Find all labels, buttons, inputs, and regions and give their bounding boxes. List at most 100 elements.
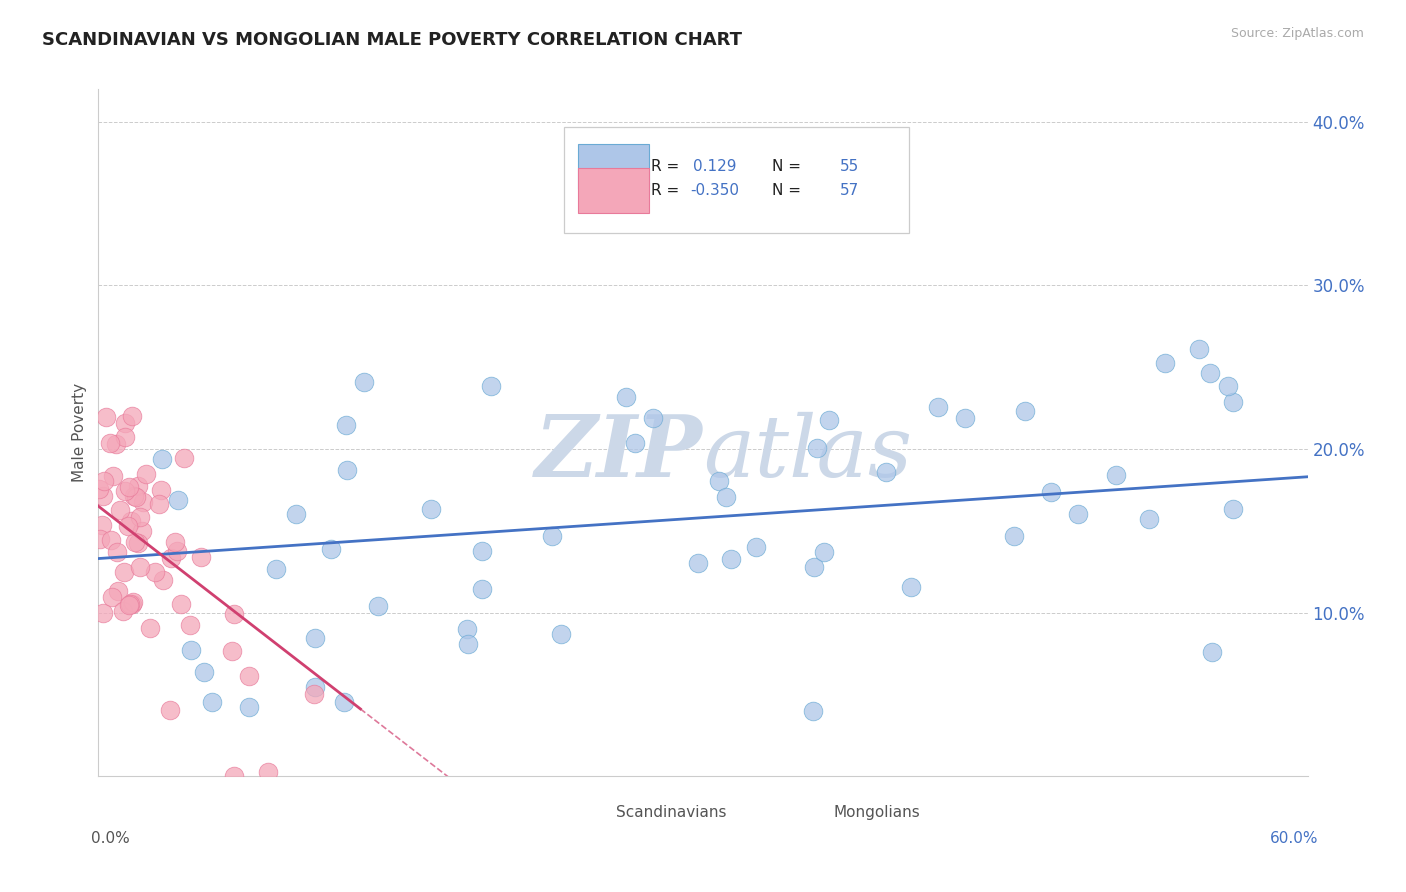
Point <box>720 552 742 566</box>
Text: 55: 55 <box>839 159 859 174</box>
Point <box>120 514 142 528</box>
Point <box>813 545 835 559</box>
Point <box>111 604 134 618</box>
Point <box>127 535 149 549</box>
Point <box>122 489 145 503</box>
Point <box>875 465 897 479</box>
Point <box>107 584 129 599</box>
FancyBboxPatch shape <box>769 792 834 832</box>
Point <box>112 565 135 579</box>
Point <box>148 496 170 510</box>
Point <box>163 534 186 549</box>
Point <box>238 669 260 683</box>
Text: Source: ZipAtlas.com: Source: ZipAtlas.com <box>1230 27 1364 40</box>
Point <box>643 410 665 425</box>
Point <box>806 441 828 455</box>
Point <box>302 687 325 701</box>
Text: 0.0%: 0.0% <box>91 831 131 846</box>
Point <box>121 409 143 424</box>
Point <box>321 542 343 557</box>
Point <box>118 597 141 611</box>
Point <box>1222 394 1244 409</box>
Point <box>471 544 494 558</box>
Point <box>1105 468 1128 483</box>
Point <box>114 430 136 444</box>
Point <box>222 769 245 783</box>
Point <box>1154 356 1177 370</box>
Point <box>127 479 149 493</box>
Point <box>457 637 479 651</box>
Point <box>238 700 260 714</box>
Point <box>135 467 157 482</box>
Point <box>1201 644 1223 658</box>
Point <box>900 581 922 595</box>
Point <box>1067 508 1090 522</box>
FancyBboxPatch shape <box>578 145 648 189</box>
Point <box>132 495 155 509</box>
Point <box>124 534 146 549</box>
Text: 57: 57 <box>839 183 859 198</box>
Point <box>796 147 818 161</box>
Point <box>714 491 737 505</box>
Point <box>121 597 143 611</box>
Point <box>1188 342 1211 356</box>
Point <box>101 591 124 605</box>
Point <box>152 574 174 588</box>
Point <box>114 417 136 431</box>
Point <box>159 703 181 717</box>
Point <box>91 489 114 503</box>
Point <box>707 474 730 488</box>
Point <box>201 695 224 709</box>
Text: N =: N = <box>772 183 801 198</box>
Point <box>87 482 110 496</box>
Point <box>105 436 128 450</box>
Point <box>1040 485 1063 500</box>
Point <box>160 550 183 565</box>
Point <box>1002 529 1025 543</box>
Point <box>336 463 359 477</box>
Point <box>91 518 114 533</box>
Point <box>129 560 152 574</box>
Point <box>139 622 162 636</box>
FancyBboxPatch shape <box>564 127 908 234</box>
Point <box>419 501 441 516</box>
Point <box>1198 366 1220 380</box>
Point <box>166 492 188 507</box>
Point <box>180 643 202 657</box>
Point <box>103 468 125 483</box>
Point <box>614 391 637 405</box>
FancyBboxPatch shape <box>578 169 648 213</box>
Point <box>1218 379 1240 393</box>
Point <box>818 413 841 427</box>
Point <box>166 544 188 558</box>
Point <box>170 597 193 611</box>
Point <box>479 379 502 393</box>
Point <box>98 436 121 450</box>
Point <box>173 450 195 465</box>
Point <box>266 562 288 576</box>
Text: SCANDINAVIAN VS MONGOLIAN MALE POVERTY CORRELATION CHART: SCANDINAVIAN VS MONGOLIAN MALE POVERTY C… <box>42 31 742 49</box>
Point <box>131 524 153 538</box>
Point <box>96 410 118 425</box>
Point <box>89 532 111 546</box>
Point <box>114 484 136 499</box>
Point <box>744 540 766 554</box>
Point <box>125 490 148 504</box>
Point <box>541 529 564 543</box>
Point <box>624 436 647 450</box>
Text: 0.129: 0.129 <box>693 159 737 174</box>
Point <box>105 545 128 559</box>
Point <box>333 695 356 709</box>
Point <box>1222 502 1244 516</box>
Point <box>803 560 825 574</box>
Point <box>222 607 245 621</box>
Point <box>221 644 243 658</box>
Text: N =: N = <box>772 159 801 174</box>
Point <box>122 595 145 609</box>
Point <box>118 598 141 612</box>
Text: atlas: atlas <box>703 412 912 494</box>
Point <box>149 483 172 497</box>
Point <box>927 401 949 415</box>
Point <box>129 509 152 524</box>
Point <box>256 764 278 779</box>
